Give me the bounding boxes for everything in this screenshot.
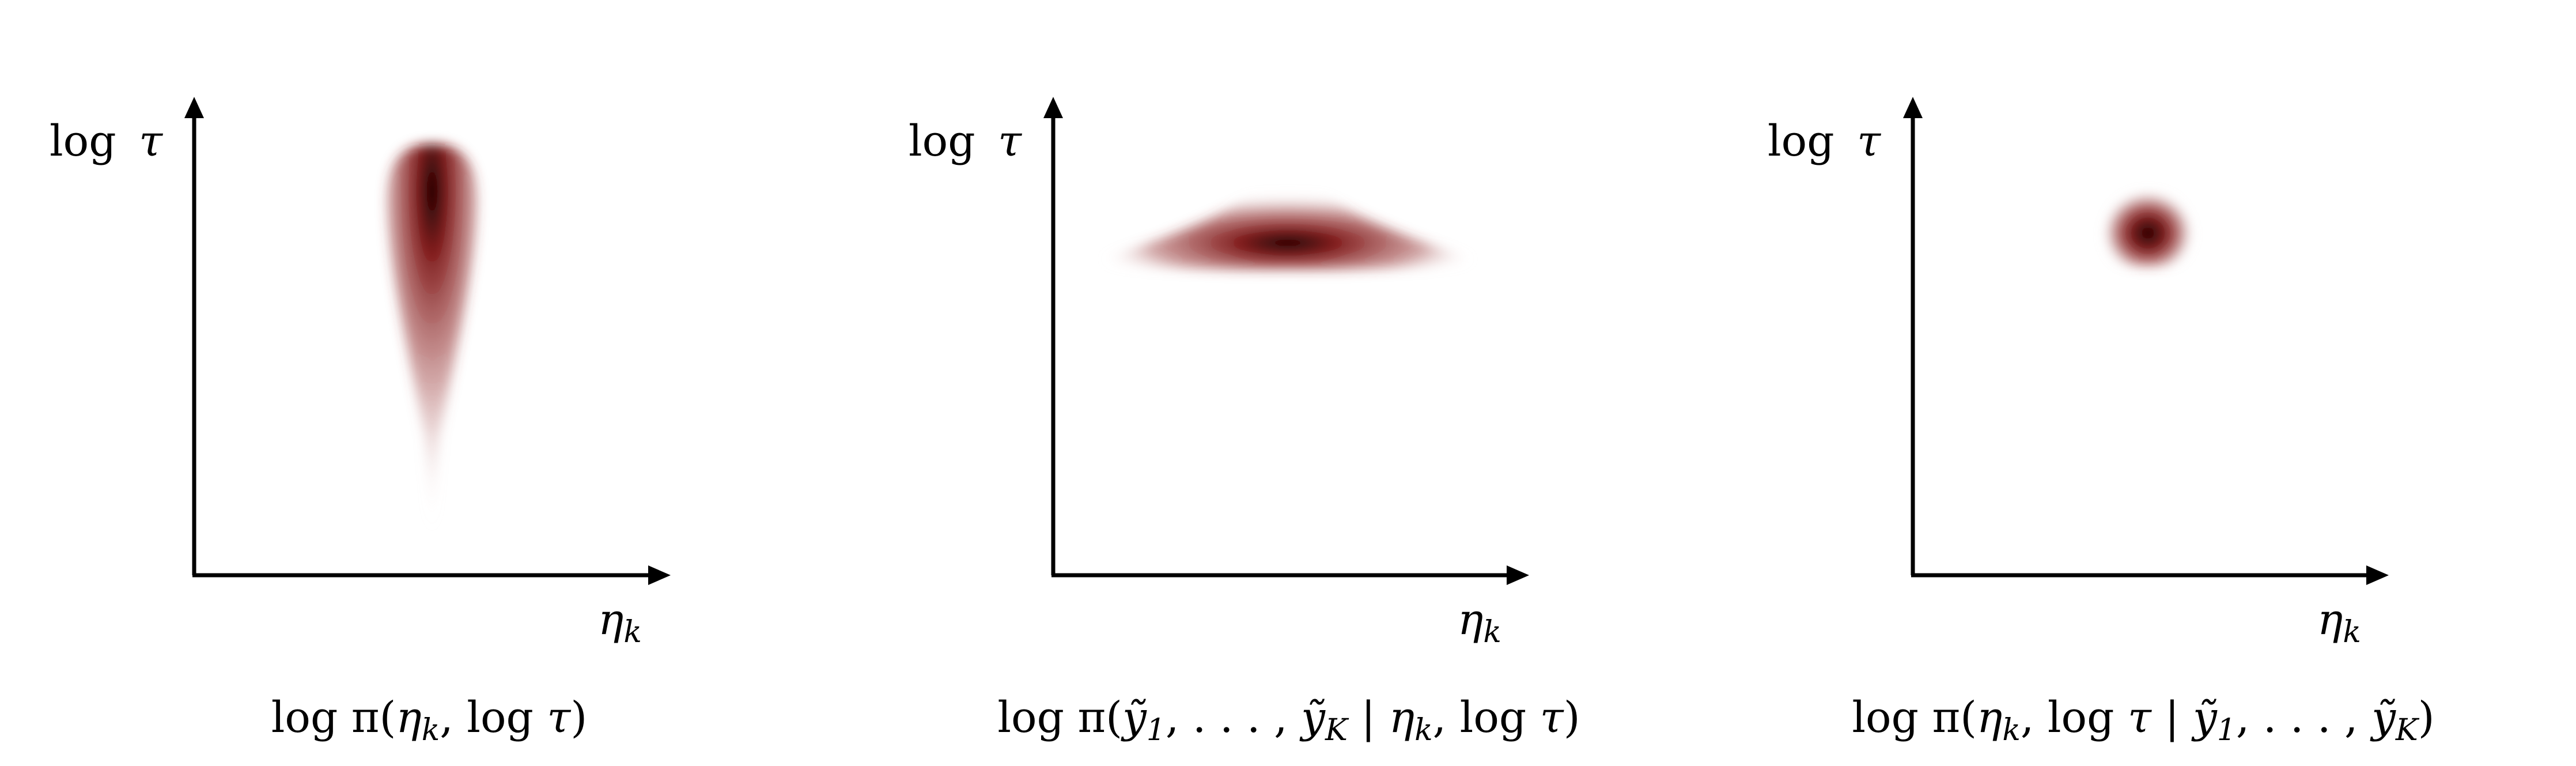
axes-prior	[184, 97, 671, 585]
caption-part: , . . . ,	[2236, 693, 2371, 742]
caption-part: τ	[547, 693, 571, 742]
caption-part: η	[396, 693, 421, 742]
caption-part: )	[1564, 693, 1580, 742]
y-arrowhead-prior	[184, 97, 204, 118]
x-arrowhead-prior	[648, 565, 671, 585]
density-posterior	[2103, 183, 2193, 266]
panel-likelihood: log τ ηk log π(ỹ1, . . . , ỹK | ηk, log …	[909, 97, 1580, 748]
x-arrowhead-likelihood	[1507, 565, 1529, 585]
caption-part: |	[2151, 693, 2193, 742]
caption-part: K	[2395, 713, 2420, 748]
caption-part: )	[570, 693, 587, 742]
caption-part: η	[1977, 693, 2002, 742]
caption-part: k	[422, 713, 440, 748]
y-axis-label-fn: log	[909, 116, 975, 166]
x-axis-label-likelihood: ηk	[1458, 595, 1501, 650]
caption-part: , . . . ,	[1166, 693, 1301, 742]
y-axis-label-likelihood: log τ	[909, 116, 1022, 166]
x-axis-label-sub: k	[2343, 615, 2361, 650]
caption-part: k	[2002, 713, 2021, 748]
caption-likelihood: log π(ỹ1, . . . , ỹK | ηk, log τ)	[997, 693, 1580, 748]
x-axis-label-sub: k	[1483, 615, 1501, 650]
x-arrowhead-posterior	[2366, 565, 2389, 585]
panel-prior: log τ ηk log π(ηk, log τ)	[50, 97, 671, 748]
panel-posterior: log τ ηk log π(ηk, log τ | ỹ1, . . . , ỹ…	[1768, 97, 2435, 748]
x-axis-label-sub: k	[623, 615, 642, 650]
x-axis-label-posterior: ηk	[2317, 595, 2361, 650]
caption-part: , log	[440, 693, 547, 742]
x-axis-label-prior: ηk	[598, 595, 642, 650]
y-axis-label-var: τ	[139, 116, 163, 166]
caption-part: ỹ	[1299, 693, 1326, 742]
x-axis-label-var: η	[1458, 595, 1483, 644]
caption-part: k	[1414, 713, 1433, 748]
y-arrowhead-posterior	[1903, 97, 1923, 118]
y-axis-label-prior: log τ	[50, 116, 163, 166]
caption-part: η	[1389, 693, 1414, 742]
caption-part: )	[2418, 693, 2435, 742]
caption-part: ỹ	[1121, 693, 1147, 742]
caption-part: log π(	[997, 693, 1122, 742]
caption-part: |	[1348, 693, 1389, 742]
axes-posterior	[1903, 97, 2389, 585]
caption-part: , log	[1433, 693, 1540, 742]
axes-likelihood	[1043, 97, 1529, 585]
caption-part: K	[1325, 713, 1349, 748]
caption-part: ỹ	[2370, 693, 2396, 742]
y-arrowhead-likelihood	[1043, 97, 1063, 118]
caption-part: τ	[2128, 693, 2152, 742]
caption-part: , log	[2021, 693, 2128, 742]
caption-part: ỹ	[2191, 693, 2218, 742]
y-axis-label-fn: log	[50, 116, 116, 166]
y-axis-label-posterior: log τ	[1768, 116, 1881, 166]
density-prior	[387, 144, 478, 539]
caption-part: τ	[1540, 693, 1564, 742]
caption-part: 1	[2217, 713, 2236, 748]
caption-part: log π(	[1852, 693, 1977, 742]
caption-prior: log π(ηk, log τ)	[271, 693, 587, 748]
caption-posterior: log π(ηk, log τ | ỹ1, . . . , ỹK)	[1852, 693, 2434, 748]
y-axis-label-var: τ	[998, 116, 1022, 166]
density-likelihood	[1089, 173, 1486, 270]
x-axis-label-var: η	[598, 595, 623, 644]
y-axis-label-var: τ	[1857, 116, 1881, 166]
caption-part: log π(	[271, 693, 396, 742]
y-axis-label-fn: log	[1768, 116, 1834, 166]
caption-part: 1	[1147, 713, 1166, 748]
x-axis-label-var: η	[2317, 595, 2343, 644]
